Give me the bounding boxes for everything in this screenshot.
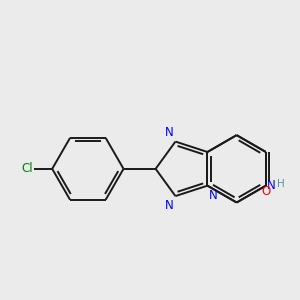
- Text: N: N: [267, 179, 275, 192]
- Text: N: N: [208, 189, 217, 202]
- Text: O: O: [261, 185, 270, 198]
- Text: N: N: [165, 126, 173, 139]
- Text: Cl: Cl: [22, 162, 33, 175]
- Text: H: H: [277, 179, 284, 189]
- Text: N: N: [165, 199, 173, 212]
